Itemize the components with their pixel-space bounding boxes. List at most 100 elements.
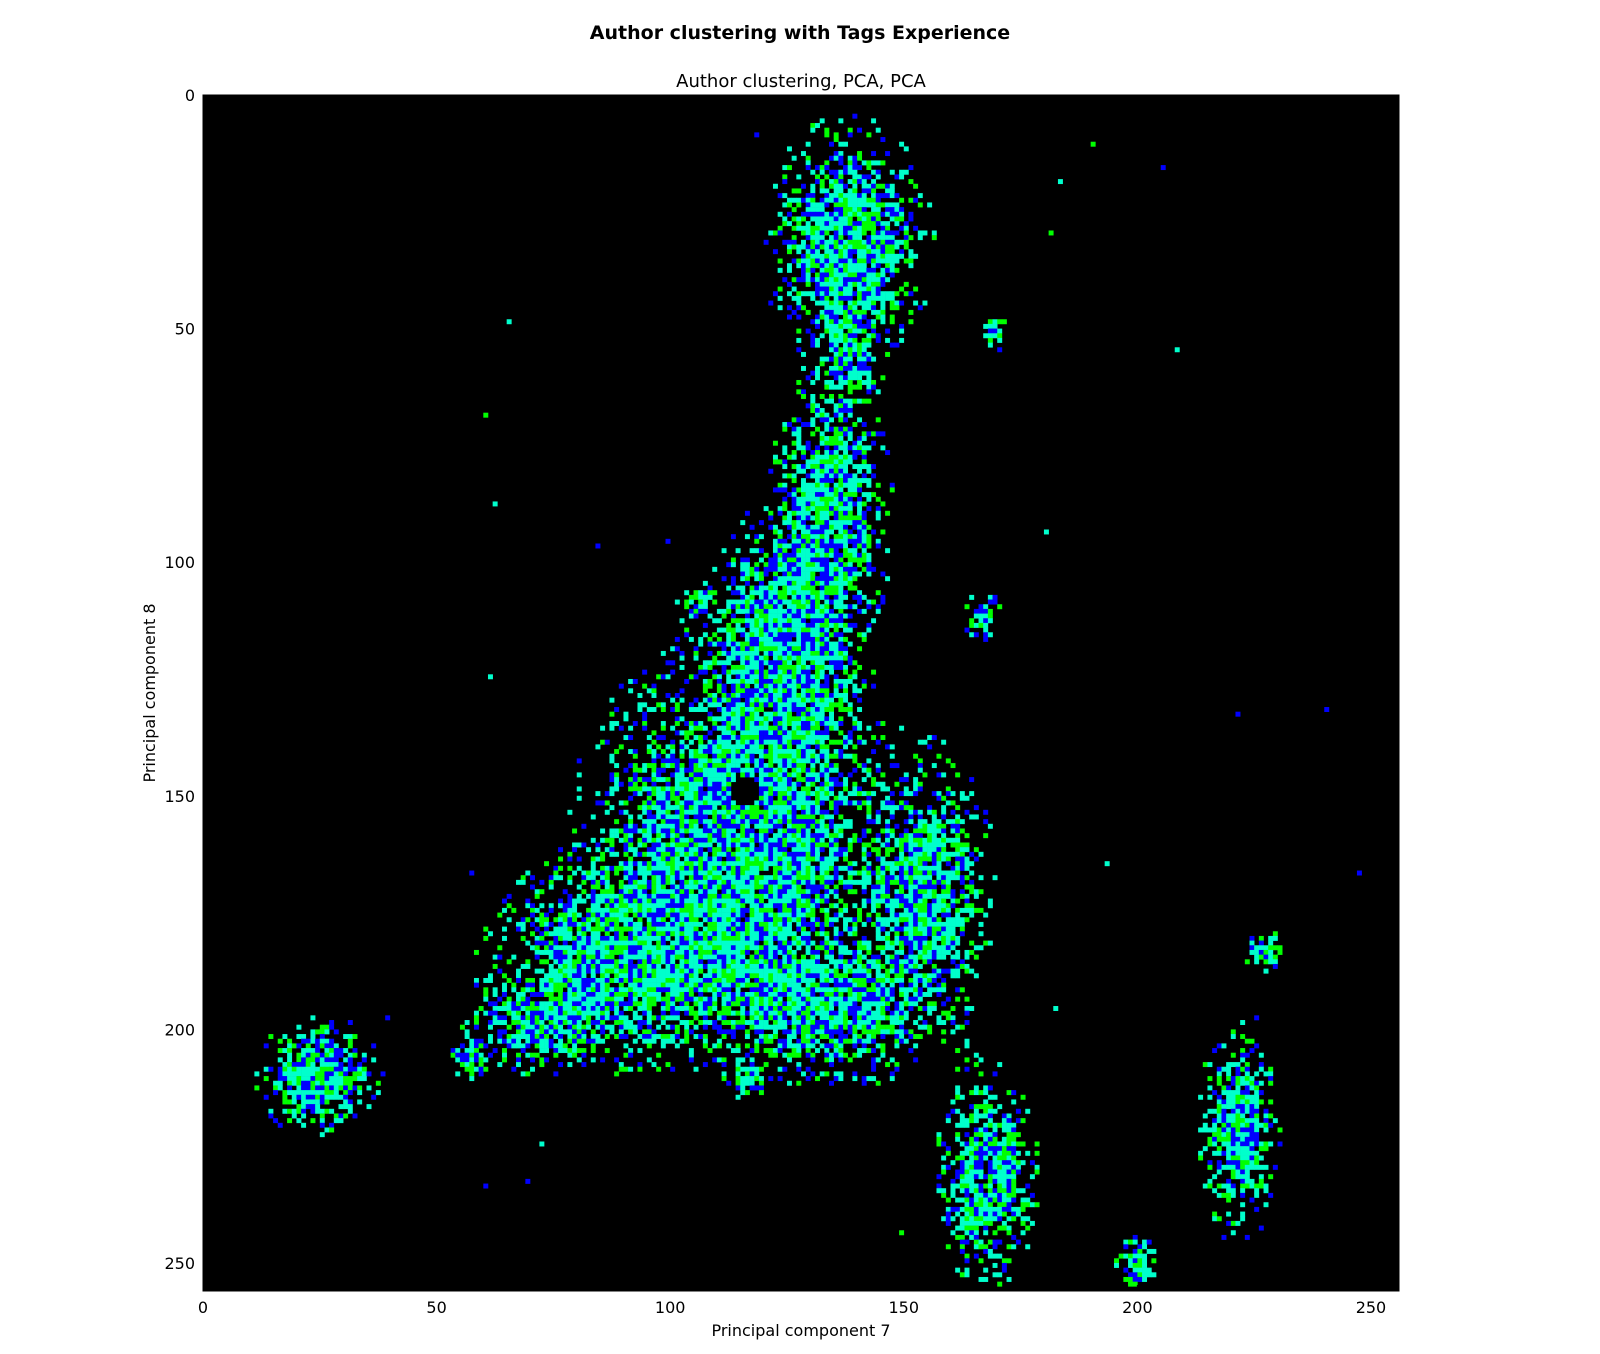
heatmap-cell [880, 445, 886, 451]
heatmap-cell [796, 791, 802, 797]
heatmap-cell [567, 903, 573, 909]
heatmap-cell [693, 777, 699, 783]
heatmap-cell [838, 524, 844, 530]
heatmap-cell [871, 566, 877, 572]
heatmap-cell [777, 655, 783, 661]
heatmap-cell [838, 468, 844, 474]
heatmap-cell [889, 875, 895, 881]
heatmap-cell [786, 786, 792, 792]
heatmap-cell [665, 907, 671, 913]
heatmap-cell [866, 253, 872, 259]
heatmap-cell [637, 851, 643, 857]
heatmap-cell [852, 258, 858, 264]
heatmap-cell [833, 450, 839, 456]
heatmap-cell [782, 744, 788, 750]
heatmap-cell [861, 566, 867, 572]
heatmap-cell [782, 179, 788, 185]
heatmap-cell [801, 445, 806, 451]
heatmap-cell [749, 842, 755, 848]
heatmap-cell [969, 814, 975, 820]
heatmap-cell [660, 851, 666, 857]
heatmap-cell [801, 305, 806, 311]
heatmap-cell [922, 851, 928, 857]
heatmap-cell [740, 707, 746, 712]
heatmap-cell [819, 501, 825, 507]
heatmap-cell [824, 861, 830, 867]
heatmap-cell [796, 225, 802, 231]
heatmap-cell [857, 870, 863, 876]
heatmap-cell [945, 884, 951, 890]
heatmap-cell [782, 847, 788, 853]
heatmap-cell [805, 889, 811, 895]
heatmap-cell [903, 230, 909, 236]
heatmap-cell [927, 833, 933, 839]
heatmap-cell [866, 295, 872, 301]
heatmap-cell [796, 847, 802, 853]
heatmap-cell [801, 548, 806, 554]
heatmap-cell [815, 230, 820, 236]
heatmap-cell [931, 809, 937, 815]
heatmap-cell [847, 487, 853, 493]
heatmap-cell [913, 856, 919, 862]
heatmap-cell [506, 893, 512, 899]
heatmap-cell [740, 641, 746, 647]
heatmap-cell [744, 870, 750, 876]
heatmap-cell [786, 823, 792, 829]
heatmap-cell [917, 842, 923, 848]
heatmap-cell [618, 893, 624, 899]
heatmap-cell [824, 856, 830, 862]
heatmap-cell [749, 758, 755, 764]
heatmap-cell [567, 865, 573, 871]
heatmap-cell [796, 870, 802, 876]
heatmap-cell [843, 165, 849, 171]
heatmap-cell [796, 608, 802, 614]
heatmap-cell [861, 851, 867, 857]
heatmap-cell [913, 786, 919, 792]
heatmap-cell [679, 716, 685, 722]
heatmap-cell [815, 735, 820, 741]
heatmap-cell [852, 758, 858, 764]
heatmap-cell [740, 604, 746, 610]
heatmap-cell [885, 235, 891, 241]
heatmap-cell [782, 693, 788, 698]
heatmap-cell [927, 735, 933, 741]
heatmap-cell [688, 875, 694, 881]
heatmap-cell [857, 370, 863, 376]
heatmap-cell [913, 889, 919, 895]
heatmap-cell [969, 632, 975, 638]
heatmap-cell [824, 506, 830, 512]
heatmap-cell [857, 165, 863, 171]
heatmap-cell [665, 786, 671, 792]
heatmap-cell [754, 641, 760, 647]
heatmap-cell [801, 183, 806, 189]
heatmap-cell [1001, 319, 1007, 325]
heatmap-cell [927, 805, 933, 811]
heatmap-cell [693, 697, 699, 703]
heatmap-cell [885, 907, 891, 913]
heatmap-cell [656, 833, 662, 839]
heatmap-cell [805, 291, 811, 297]
heatmap-cell [819, 865, 825, 871]
heatmap-cell [875, 879, 881, 885]
heatmap-cell [595, 847, 601, 853]
heatmap-cell [866, 478, 872, 484]
heatmap-cell [772, 823, 778, 829]
heatmap-cell [693, 772, 699, 778]
heatmap-cell [796, 305, 802, 311]
heatmap-cell [740, 557, 746, 563]
heatmap-cell [670, 823, 676, 829]
heatmap-cell [805, 842, 811, 848]
heatmap-cell [716, 641, 722, 647]
heatmap-cell [805, 721, 811, 726]
heatmap-cell [819, 702, 825, 708]
heatmap-cell [688, 837, 694, 843]
heatmap-cell [782, 562, 788, 568]
heatmap-cell [801, 576, 806, 582]
heatmap-cell [833, 403, 839, 409]
heatmap-cell [688, 772, 694, 778]
heatmap-cell [922, 884, 928, 890]
heatmap-cell [712, 590, 718, 596]
heatmap-cell [796, 893, 802, 899]
heatmap-cell [716, 917, 722, 923]
heatmap-cell [833, 492, 839, 498]
